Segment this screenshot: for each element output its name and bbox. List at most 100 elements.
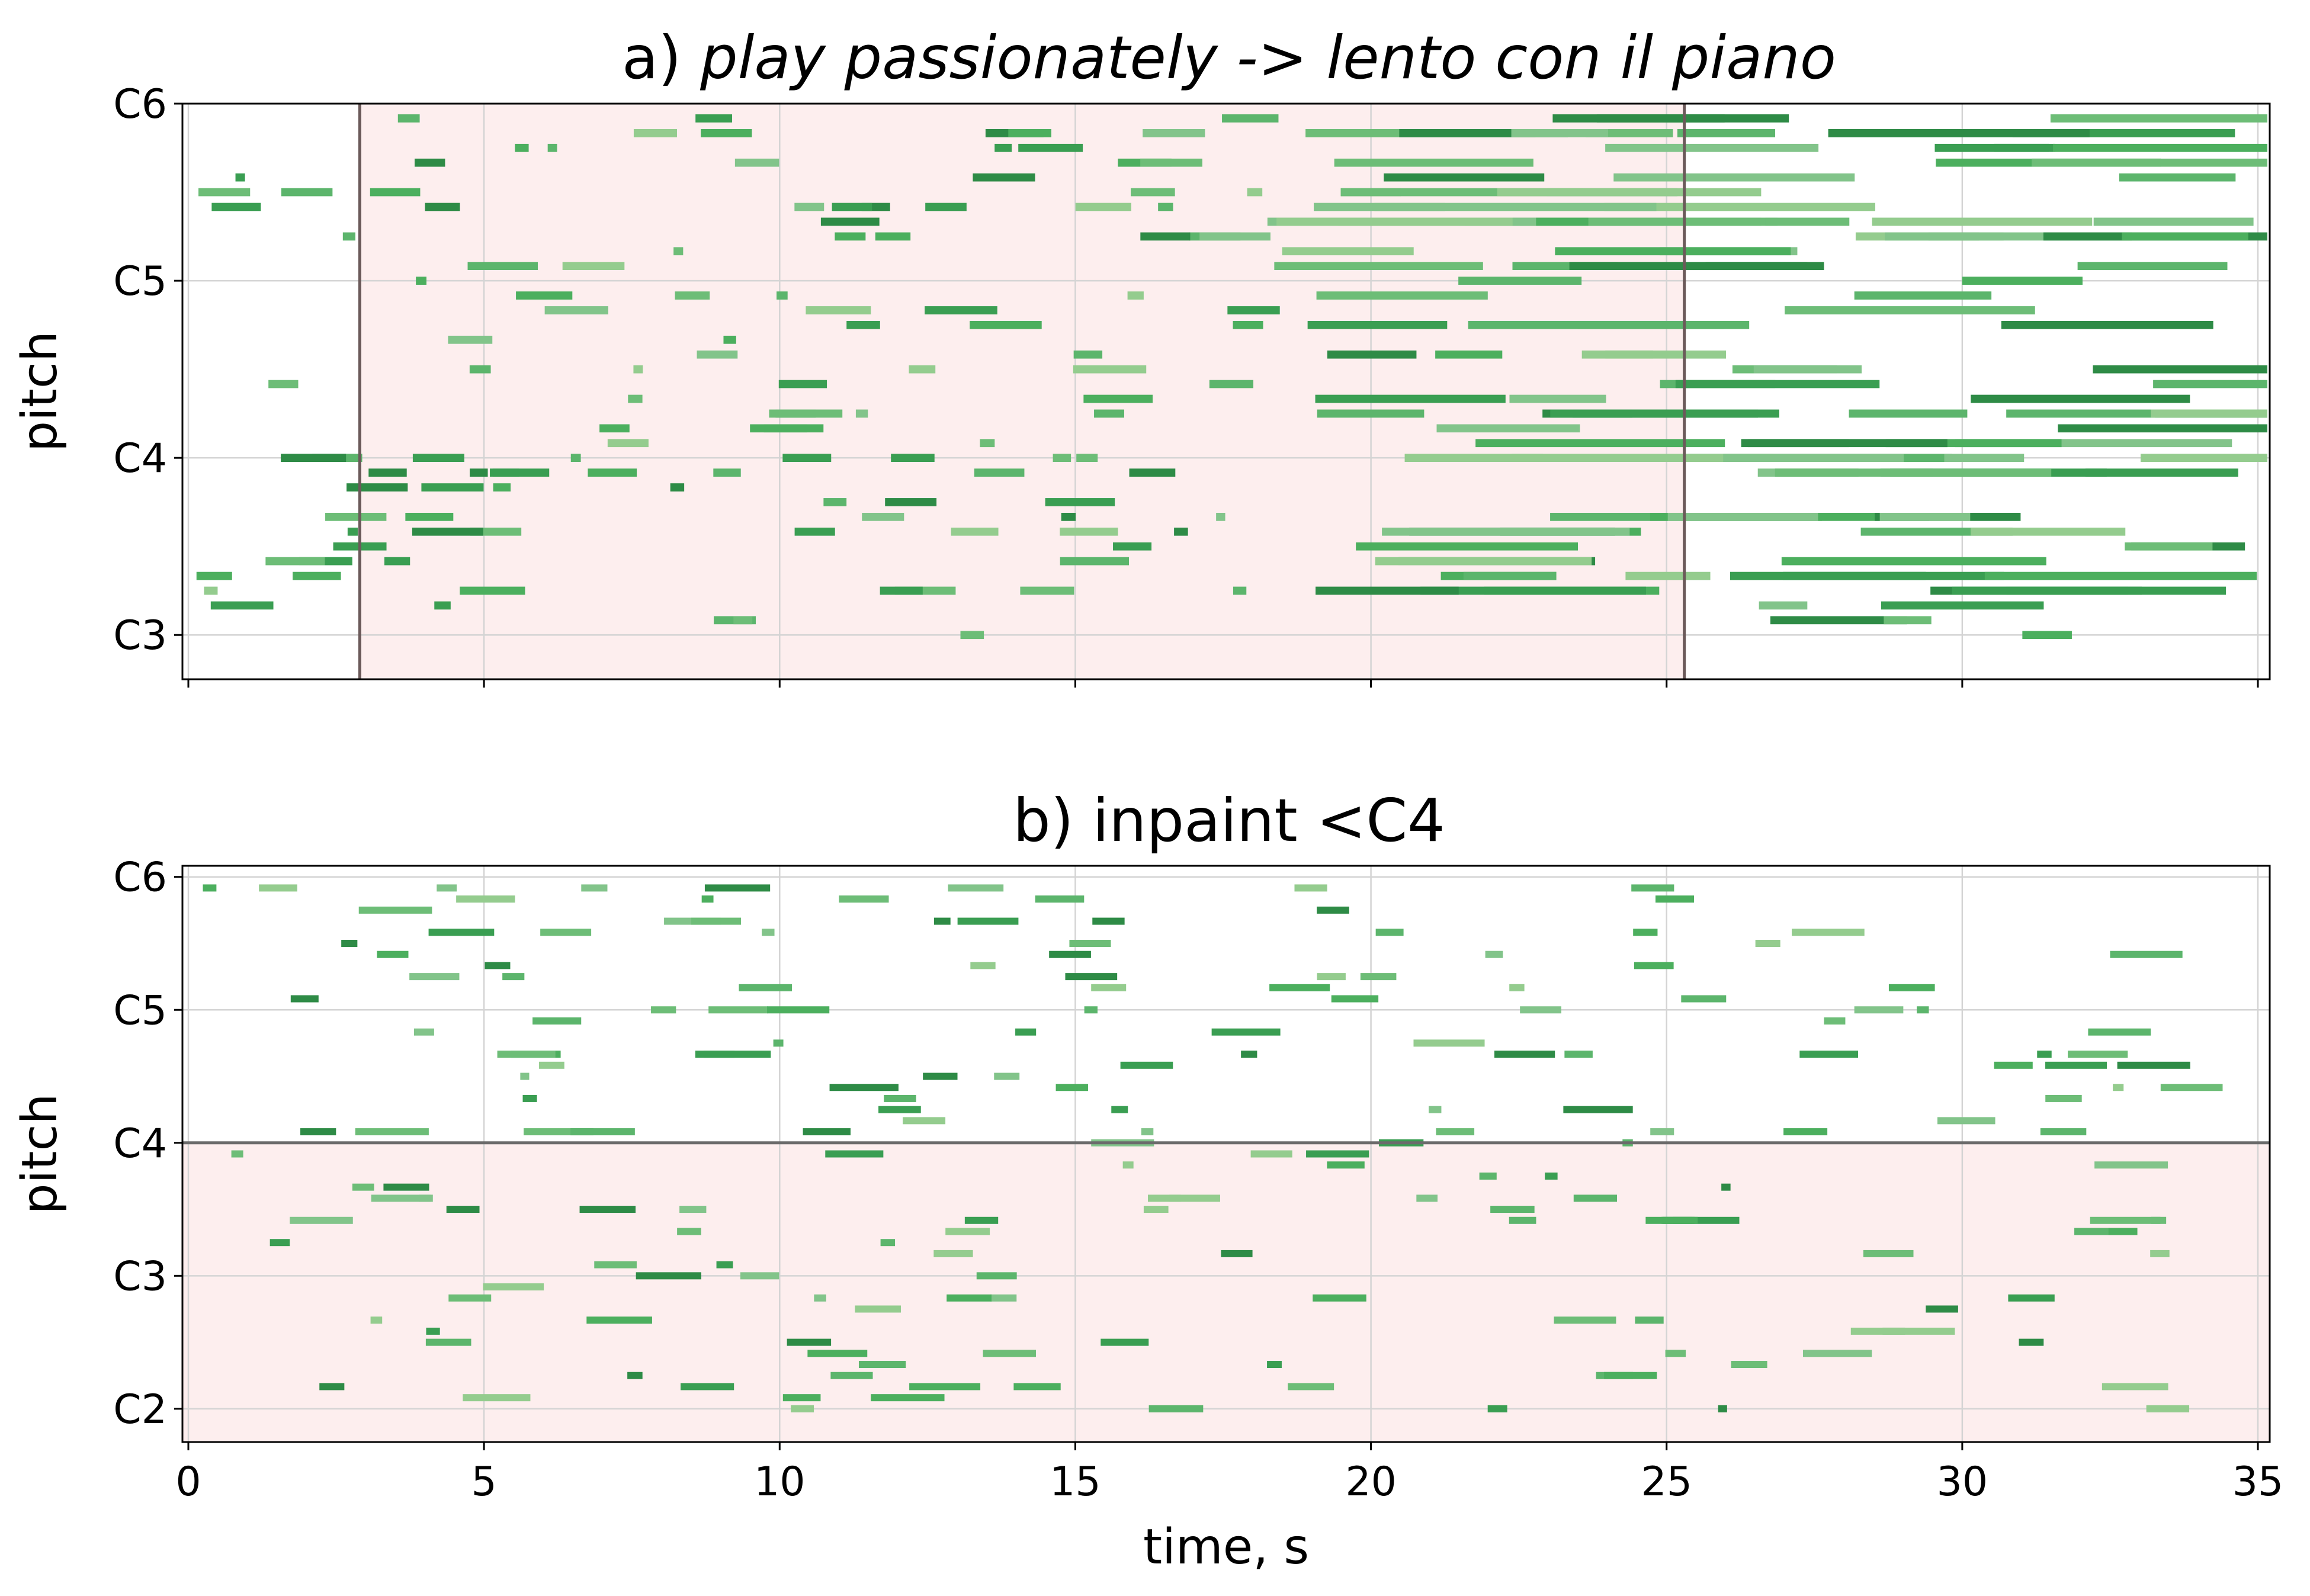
- note: [1509, 984, 1525, 991]
- note: [767, 1006, 830, 1014]
- panel-a-title-prefix: a): [622, 23, 700, 92]
- note: [778, 380, 827, 388]
- note: [1374, 203, 1657, 211]
- note: [762, 929, 775, 936]
- note: [1554, 1316, 1616, 1324]
- note: [1020, 586, 1074, 595]
- note: [1317, 906, 1349, 914]
- note: [862, 512, 904, 521]
- note: [1487, 1405, 1507, 1412]
- note: [1404, 454, 1544, 463]
- note: [1233, 320, 1263, 329]
- x-tick-label: 25: [1641, 1459, 1692, 1505]
- note: [1060, 527, 1118, 536]
- note: [1667, 512, 1818, 521]
- panel-b-frame: [181, 865, 2271, 1443]
- note: [570, 454, 581, 463]
- note: [1783, 1128, 1828, 1136]
- note: [2045, 1061, 2107, 1069]
- note: [1327, 1161, 1365, 1169]
- note: [1604, 203, 1876, 211]
- note: [203, 884, 217, 892]
- note: [1274, 262, 1483, 271]
- note: [607, 439, 649, 448]
- note: [2141, 454, 2267, 463]
- note: [2037, 1051, 2052, 1058]
- note: [1360, 973, 1397, 981]
- x-tick-label: 0: [175, 1459, 201, 1505]
- note: [520, 1072, 530, 1080]
- note: [1148, 1405, 1204, 1412]
- note: [412, 527, 483, 536]
- note: [268, 380, 299, 388]
- note: [1555, 247, 1791, 256]
- note: [1494, 1051, 1555, 1058]
- note: [483, 1283, 544, 1291]
- note: [704, 884, 771, 892]
- note: [1315, 394, 1506, 403]
- note: [1413, 1039, 1485, 1047]
- note: [594, 1261, 637, 1269]
- note: [934, 917, 951, 925]
- note: [1645, 1216, 1692, 1224]
- note: [633, 129, 677, 137]
- panel-a-frame: [181, 102, 2271, 680]
- note: [1435, 350, 1503, 359]
- note: [974, 468, 1025, 477]
- note: [570, 1128, 635, 1136]
- note: [448, 335, 493, 344]
- note: [1317, 409, 1424, 418]
- note: [835, 232, 866, 241]
- note: [1158, 203, 1173, 211]
- note: [2153, 380, 2267, 388]
- note: [409, 973, 460, 981]
- note: [293, 571, 341, 580]
- note: [777, 291, 788, 300]
- note: [467, 262, 538, 271]
- note: [290, 995, 319, 1003]
- note: [2160, 1084, 2223, 1091]
- note: [1854, 1006, 1904, 1014]
- note: [2108, 1228, 2138, 1235]
- note: [2077, 262, 2228, 271]
- note: [1199, 232, 1270, 241]
- note: [1490, 1206, 1535, 1213]
- note: [1741, 439, 1948, 448]
- note: [708, 1006, 768, 1014]
- note: [885, 498, 937, 506]
- note: [677, 1228, 701, 1235]
- note: [2150, 1250, 2170, 1257]
- note: [2032, 158, 2267, 167]
- note: [1634, 962, 1674, 969]
- note: [540, 929, 592, 936]
- note: [415, 158, 445, 167]
- note: [2151, 1216, 2167, 1224]
- note: [368, 468, 407, 477]
- note: [539, 1061, 564, 1069]
- y-tick-label: C6: [113, 855, 167, 901]
- note: [787, 1338, 832, 1346]
- note: [1520, 1006, 1562, 1014]
- note: [983, 1350, 1036, 1357]
- note: [347, 527, 358, 536]
- note: [691, 917, 742, 925]
- note: [1994, 143, 2049, 152]
- note: [355, 1128, 429, 1136]
- note: [1269, 984, 1330, 991]
- note: [1854, 291, 1992, 300]
- note: [281, 454, 346, 463]
- note: [878, 1106, 921, 1113]
- note: [204, 586, 218, 595]
- note: [716, 1261, 733, 1269]
- note: [1485, 950, 1503, 958]
- note: [1650, 1128, 1674, 1136]
- note: [1879, 512, 1971, 521]
- note: [1721, 1183, 1731, 1191]
- note: [1730, 571, 2004, 580]
- note: [1545, 1172, 1558, 1180]
- panel-b-grid: [182, 866, 2270, 1442]
- note: [1382, 527, 1630, 536]
- note: [446, 1206, 480, 1213]
- note: [1917, 1006, 1929, 1014]
